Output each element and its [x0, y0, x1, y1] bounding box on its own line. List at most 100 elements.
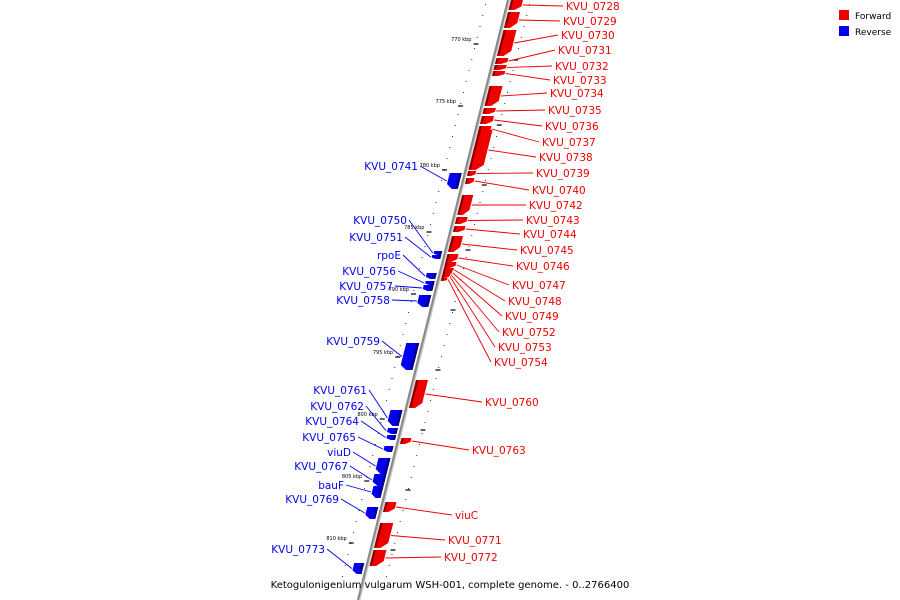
gene-label-forward: KVU_0734 [550, 88, 604, 100]
leader-line [496, 109, 546, 112]
gene-label-forward: KVU_0740 [532, 185, 586, 197]
left-track-dot [405, 323, 407, 324]
reverse-gene-KVU_0762 [387, 428, 398, 434]
right-track-dot [438, 367, 440, 368]
right-track-dot [441, 356, 442, 357]
gene-label-reverse: KVU_0759 [326, 336, 380, 348]
gene-label-reverse: KVU_0758 [336, 295, 390, 307]
right-track-dot [496, 136, 497, 137]
gene-features [352, 0, 523, 574]
gene-label-reverse: KVU_0756 [342, 266, 396, 278]
right-track-dot [416, 455, 418, 456]
left-track-dot [421, 257, 423, 258]
forward-gene-KVU_0745 [448, 236, 463, 252]
gene-label-forward: KVU_0752 [502, 327, 556, 339]
reverse-gene-rpoE [425, 273, 437, 279]
forward-gene-KVU_0736 [480, 116, 494, 124]
left-track-dot [361, 499, 363, 500]
forward-gene-KVU_0734 [484, 86, 503, 106]
left-track-dot [386, 400, 387, 401]
gene-label-reverse: KVU_0750 [353, 215, 407, 227]
leader-line [326, 548, 353, 569]
right-track-dot [507, 92, 508, 93]
forward-gene-KVU_0730 [497, 30, 517, 56]
right-track-dot [501, 114, 503, 115]
left-track-dot [369, 466, 371, 467]
gene-label-reverse: KVU_0769 [285, 494, 339, 506]
gene-label-reverse: viuD [327, 447, 351, 459]
leader-line [474, 180, 530, 191]
right-track-dot [523, 26, 525, 27]
gene-label-reverse: rpoE [377, 250, 401, 262]
legend-swatch-reverse [839, 26, 849, 36]
right-track-dot [504, 103, 506, 104]
gene-label-forward: KVU_0745 [520, 245, 574, 257]
left-track-dot [446, 158, 448, 159]
gene-label-reverse: bauF [318, 480, 344, 492]
left-track-dot [399, 345, 401, 346]
leader-line [518, 19, 561, 22]
right-track-dot [526, 15, 528, 16]
forward-gene-KVU_0729 [504, 12, 520, 28]
left-track-dot [476, 37, 478, 38]
tick-label: 810 kbp [326, 536, 346, 542]
right-track-dot [410, 477, 412, 478]
right-track-dot [443, 345, 445, 346]
right-track-dot [386, 576, 387, 577]
reverse-gene-KVU_0767 [372, 474, 387, 486]
gene-label-forward: KVU_0732 [555, 61, 609, 73]
gene-label-forward: KVU_0742 [529, 200, 583, 212]
leader-line [357, 436, 383, 450]
leader-line [458, 257, 514, 267]
gene-label-forward: KVU_0729 [563, 16, 617, 28]
gene-label-forward: KVU_0731 [558, 45, 612, 57]
gene-label-forward: KVU_0736 [545, 121, 599, 133]
leader-line [465, 228, 521, 235]
gene-labels: KVU_0728 KVU_0729 KVU_0730 KVU_0731 KVU_0732… [271, 1, 619, 564]
right-track-dot [468, 246, 470, 247]
left-track-dot [432, 213, 434, 214]
leader-line [394, 285, 423, 289]
leader-line [397, 270, 425, 284]
gene-label-forward: KVU_0739 [536, 168, 590, 180]
left-track-dot [479, 26, 481, 27]
left-track-dot [465, 81, 467, 82]
backbone-line [356, 0, 510, 600]
forward-gene-KVU_0754 [440, 278, 448, 281]
right-track-dot [405, 499, 407, 500]
forward-gene-KVU_0733 [492, 71, 506, 76]
forward-gene-KVU_0772 [369, 550, 387, 566]
reverse-gene-KVU_0764 [386, 435, 397, 440]
left-track-dot [485, 4, 486, 5]
legend-label-forward: Forward [855, 12, 891, 22]
right-track-dot [397, 532, 398, 533]
gene-label-reverse: KVU_0741 [364, 161, 418, 173]
gene-label-forward: KVU_0760 [485, 397, 539, 409]
gene-label-forward: KVU_0747 [512, 280, 566, 292]
leader-line [352, 451, 376, 467]
genome-backbone [356, 0, 511, 600]
right-track-dot [421, 433, 423, 434]
left-track-dot [482, 15, 484, 16]
left-track-dot [474, 48, 475, 49]
leader-line [522, 4, 564, 7]
right-track-dot [457, 290, 459, 291]
right-track-dot [512, 70, 514, 71]
gene-label-reverse: KVU_0762 [310, 401, 364, 413]
right-track-dot [454, 301, 456, 302]
forward-gene-KVU_0746 [445, 254, 459, 262]
right-track-dot [432, 389, 434, 390]
reverse-gene-KVU_0759 [400, 343, 420, 370]
left-track-dot [347, 554, 349, 555]
right-track-dot [427, 411, 429, 412]
forward-gene-KVU_0738 [468, 130, 493, 170]
leader-line [493, 119, 543, 127]
leader-line [385, 556, 442, 559]
left-track-dot [410, 301, 412, 302]
forward-gene-KVU_0753 [441, 275, 450, 278]
forward-gene-KVU_0732 [493, 65, 507, 70]
leader-line [349, 465, 373, 481]
left-track-dot [383, 411, 385, 412]
leader-line [340, 498, 365, 514]
left-track-dot [358, 510, 360, 511]
